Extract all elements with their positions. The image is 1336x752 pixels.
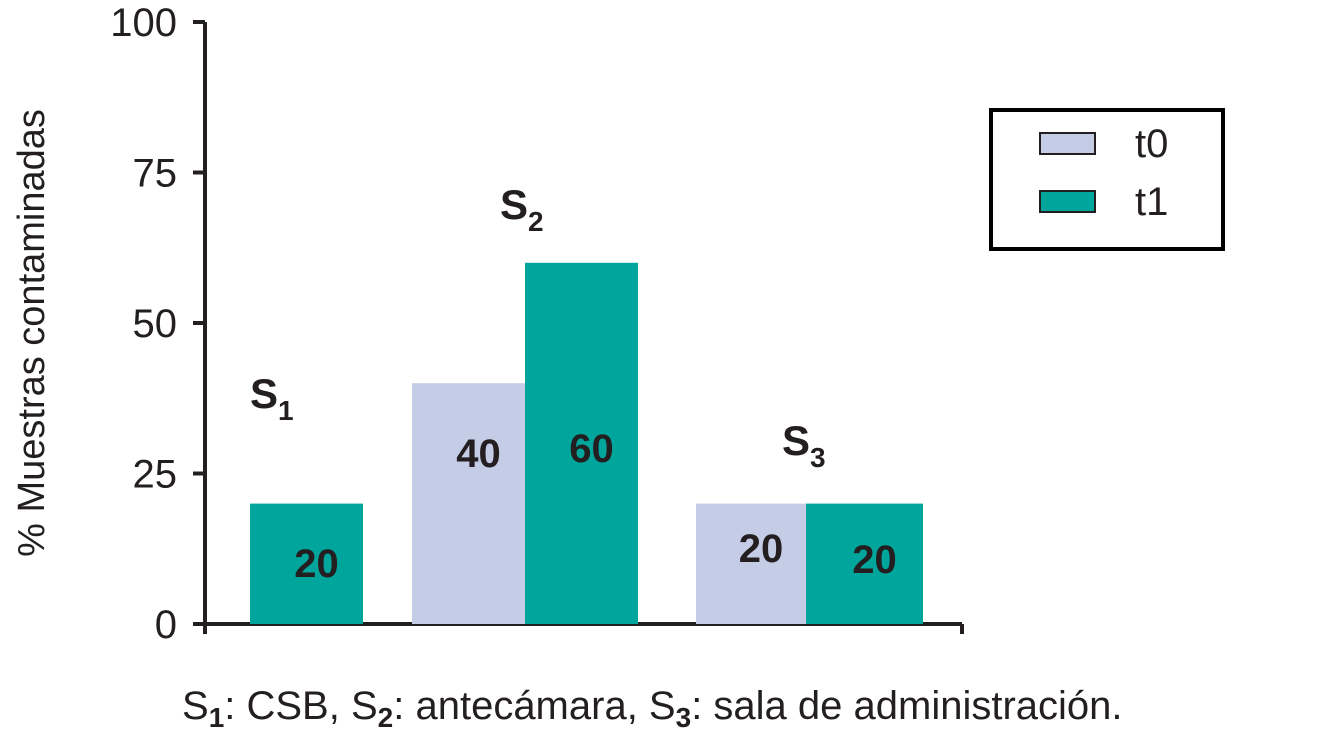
bar-t0-3 [696,503,806,624]
labels: 20 S1 40 60 S2 20 20 S3 [250,181,897,586]
footnote-text: : CSB, [224,684,351,728]
legend-swatch-t1 [1039,190,1096,213]
bar-chart: 0 25 50 75 100 % Muestras contaminadas 20 S1 40… [11,1,1225,647]
legend-swatch-t0 [1039,132,1096,155]
group-label-3: S3 [782,417,826,473]
footnote-subscript: 1 [208,702,225,733]
y-axis-title: % Muestras contaminadas [11,109,53,557]
bar-t1-2 [525,262,638,624]
footnote-subscript: 2 [377,702,394,733]
data-label: 20 [294,542,339,586]
y-tick-label: 50 [133,302,178,346]
bar-t1-1 [250,503,363,624]
footnote-text: : antecámara, [393,684,649,728]
legend-label-t0: t0 [1135,122,1168,166]
y-tick-label: 75 [133,152,178,196]
footnote-symbol: S [648,684,676,728]
data-label: 20 [739,527,784,571]
footnote: S1: CSB, S2: antecámara, S3: sala de adm… [182,684,1123,734]
footnote-symbol: S [350,684,378,728]
legend-label-t1: t1 [1135,180,1168,224]
footnote-symbol: S [182,684,209,728]
footnote-text: : sala de administración. [691,684,1123,728]
y-tick-label: 0 [155,603,177,647]
footnote-subscript: 3 [675,702,692,733]
legend-box [989,108,1225,251]
bar-t1-3 [806,503,923,624]
axes: 0 25 50 75 100 % Muestras contaminadas [11,1,964,647]
bar-t0-2 [412,383,525,624]
y-tick-label: 25 [133,453,178,497]
y-tick-label: 100 [110,1,177,45]
data-label: 60 [569,427,614,471]
data-label: 40 [456,432,501,476]
group-label-2: S2 [500,181,544,237]
data-label: 20 [852,538,897,582]
group-label-1: S1 [250,370,294,426]
bars [250,262,923,624]
